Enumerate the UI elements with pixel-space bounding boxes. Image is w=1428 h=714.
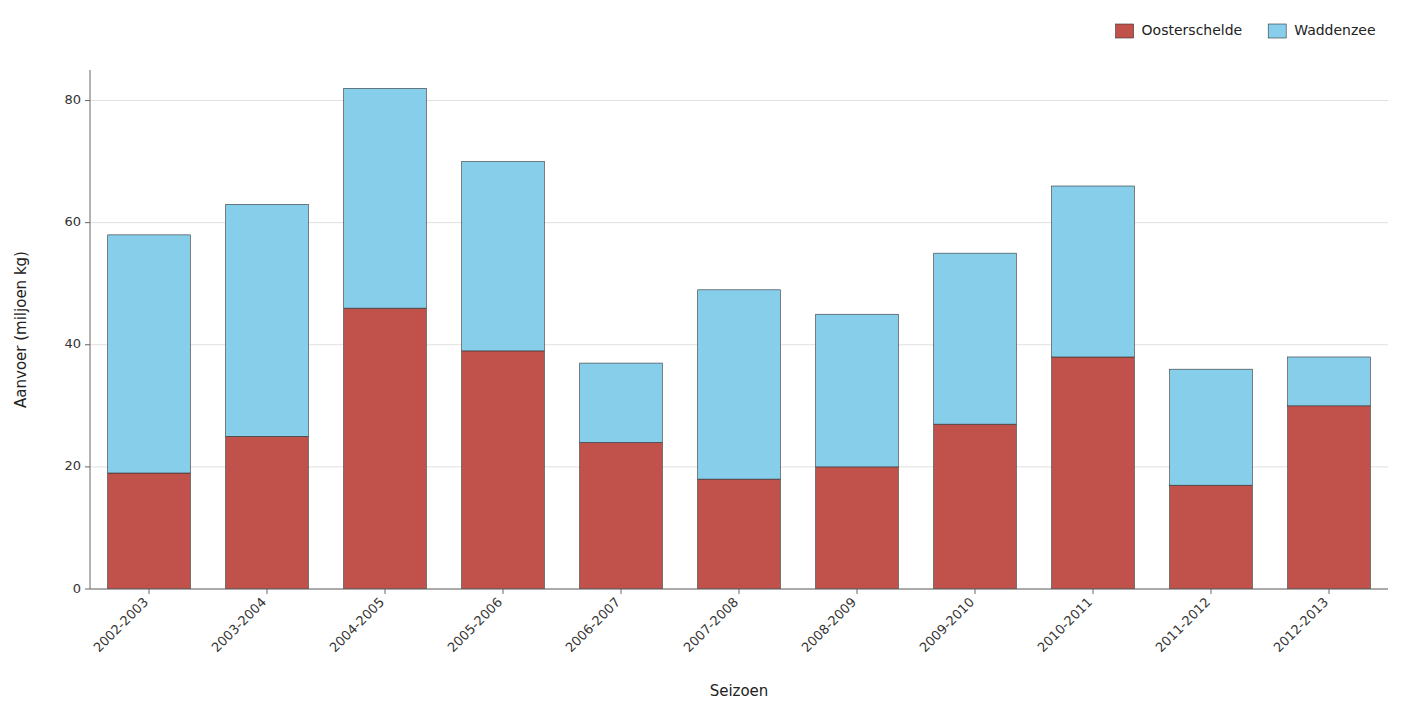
x-tick: [1211, 589, 1212, 594]
bar: [816, 314, 899, 467]
y-tick: [85, 344, 90, 345]
x-tick: [149, 589, 150, 594]
grid: [90, 101, 1388, 589]
bar: [1288, 406, 1371, 589]
x-tick: [857, 589, 858, 594]
legend-label: Waddenzee: [1294, 22, 1375, 38]
bar: [1170, 369, 1253, 485]
y-tick-label: 40: [64, 336, 81, 351]
x-axis-label: Seizoen: [710, 682, 769, 700]
y-tick-label: 60: [64, 214, 81, 229]
x-tick-label: 2006-2007: [562, 595, 623, 656]
y-tick: [85, 589, 90, 590]
bar: [698, 479, 781, 589]
bar: [934, 253, 1017, 424]
bar: [1170, 485, 1253, 589]
bar: [344, 88, 427, 308]
bars: [108, 88, 1371, 589]
x-tick-label: 2004-2005: [326, 595, 387, 656]
x-tick-label: 2010-2011: [1034, 595, 1095, 656]
bar: [226, 204, 309, 436]
bar: [698, 290, 781, 479]
x-tick-label: 2005-2006: [444, 595, 505, 656]
legend-swatch: [1116, 24, 1134, 38]
x-tick-label: 2002-2003: [90, 595, 151, 656]
grid-line: [90, 100, 1388, 101]
bar: [934, 424, 1017, 589]
x-tick: [1093, 589, 1094, 594]
bar: [1288, 357, 1371, 406]
x-tick: [1329, 589, 1330, 594]
x-tick-label: 2011-2012: [1152, 595, 1213, 656]
y-axis-label: Aanvoer (miljoen kg): [12, 251, 30, 408]
chart-container: 0 20 40 60 80 2002-2003 2003-2004 2004-2005 2005…: [0, 0, 1428, 714]
legend-label: Oosterschelde: [1142, 22, 1243, 38]
x-tick-label: 2008-2009: [798, 595, 859, 656]
y-tick-label: 80: [64, 92, 81, 107]
y-tick-label: 0: [73, 581, 81, 596]
y-tick: [85, 100, 90, 101]
bar: [1052, 357, 1135, 589]
legend-swatch: [1268, 24, 1286, 38]
bar: [462, 162, 545, 351]
x-tick-label: 2012-2013: [1270, 595, 1331, 656]
x-tick-label: 2003-2004: [208, 595, 269, 656]
axes: 0 20 40 60 80 2002-2003 2003-2004 2004-2005 2005…: [64, 70, 1388, 655]
bar: [816, 467, 899, 589]
x-tick: [503, 589, 504, 594]
chart-svg: 0 20 40 60 80 2002-2003 2003-2004 2004-2005 2005…: [0, 0, 1428, 714]
y-axis-line: [90, 70, 91, 589]
bar: [462, 351, 545, 589]
bar: [108, 473, 191, 589]
bar: [580, 363, 663, 442]
x-tick: [385, 589, 386, 594]
bar: [344, 308, 427, 589]
x-tick: [975, 589, 976, 594]
legend: Oosterschelde Waddenzee: [1116, 22, 1376, 38]
bar: [1052, 186, 1135, 357]
y-tick: [85, 222, 90, 223]
bar: [108, 235, 191, 473]
bar: [580, 442, 663, 589]
x-tick: [739, 589, 740, 594]
y-tick: [85, 466, 90, 467]
x-tick-label: 2007-2008: [680, 595, 741, 656]
x-tick: [621, 589, 622, 594]
x-tick: [267, 589, 268, 594]
y-tick-label: 20: [64, 458, 81, 473]
x-tick-label: 2009-2010: [916, 595, 977, 656]
bar: [226, 436, 309, 589]
